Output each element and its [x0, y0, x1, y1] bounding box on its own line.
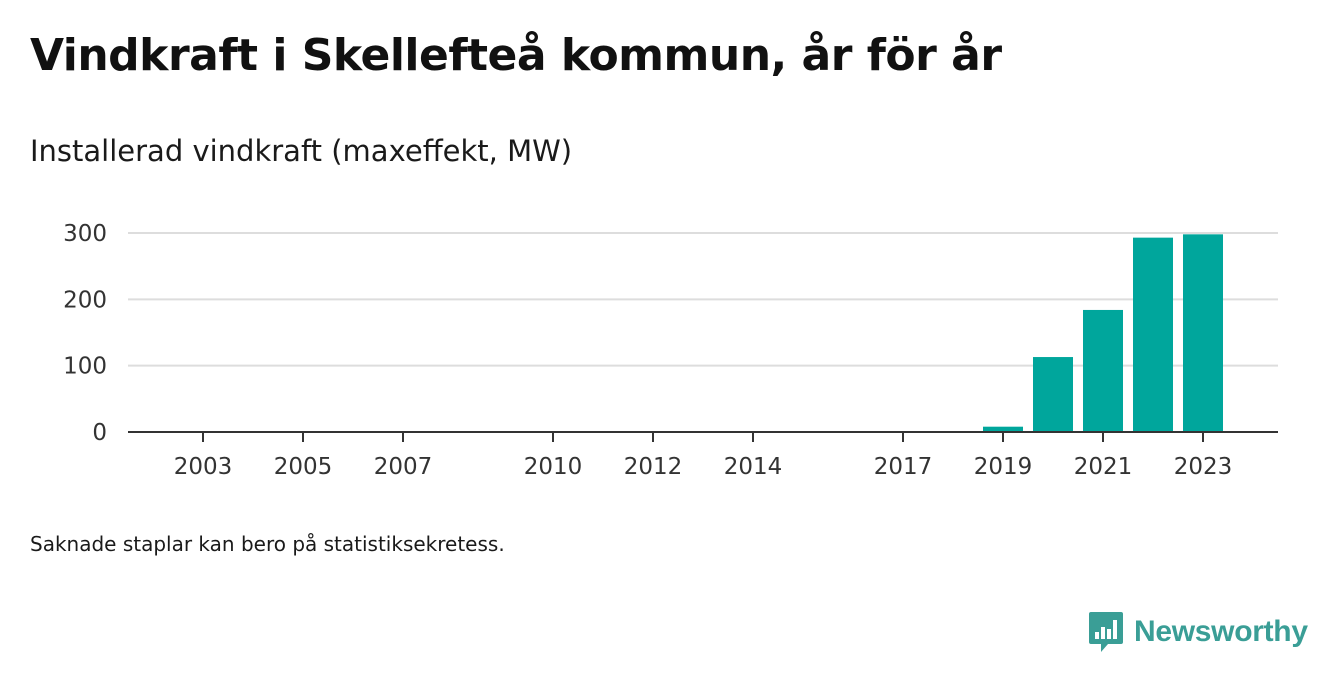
x-tick-label-2014: 2014 — [724, 454, 783, 480]
x-tick-label-2007: 2007 — [374, 454, 433, 480]
bar-chart: 0 100 200 300 2003 2005 2007 2010 2012 2014 2017 20… — [63, 221, 1278, 480]
x-tick-label-2023: 2023 — [1174, 454, 1233, 480]
y-tick-label-300: 300 — [63, 221, 107, 247]
x-tick-label-2012: 2012 — [624, 454, 683, 480]
x-tick-label-2003: 2003 — [174, 454, 233, 480]
bar-2022 — [1133, 237, 1173, 432]
footnote: Saknade staplar kan bero på statistiksek… — [30, 532, 505, 556]
bar-2019 — [983, 426, 1023, 432]
y-tick-label-200: 200 — [63, 287, 107, 313]
bar-2020 — [1033, 357, 1073, 432]
bar-2023 — [1183, 234, 1223, 432]
y-tick-label-0: 0 — [92, 420, 107, 446]
x-tick-label-2010: 2010 — [524, 454, 583, 480]
newsworthy-logo: Newsworthy — [1088, 610, 1308, 654]
newsworthy-logo-text: Newsworthy — [1134, 615, 1308, 648]
chart-subtitle: Installerad vindkraft (maxeffekt, MW) — [30, 134, 573, 168]
y-tick-label-100: 100 — [63, 354, 107, 380]
chart-title: Vindkraft i Skellefteå kommun, år för år — [30, 30, 1002, 81]
x-tick-label-2005: 2005 — [274, 454, 333, 480]
newsworthy-logo-icon — [1089, 612, 1123, 652]
bar-2021 — [1083, 309, 1123, 432]
x-tick-label-2019: 2019 — [974, 454, 1033, 480]
x-tick-label-2021: 2021 — [1074, 454, 1133, 480]
x-tick-label-2017: 2017 — [874, 454, 933, 480]
